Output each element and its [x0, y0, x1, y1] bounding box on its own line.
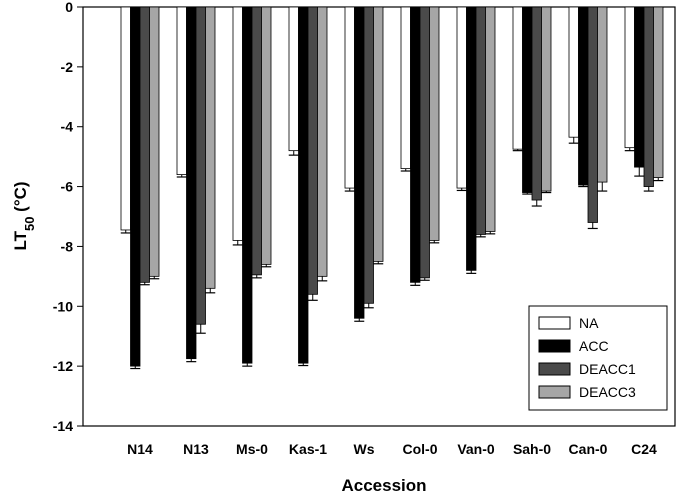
- y-axis: 0 -2 -4 -6 -8 -10 -12 -14: [53, 0, 83, 434]
- bar-na: [400, 6, 411, 170]
- bar-deacc3: [261, 6, 272, 265]
- bar-deacc3: [541, 6, 552, 192]
- x-tick-label: Ws: [354, 441, 375, 457]
- legend-label-deacc1: DEACC1: [579, 361, 636, 377]
- x-axis: N14 N13 Ms-0 Kas-1 Ws Col-0 Van-0 Sah-0 Can-0 C24: [127, 441, 657, 457]
- y-axis-title-main: LT: [11, 230, 30, 250]
- bar-acc: [354, 6, 365, 319]
- bar-na: [232, 6, 243, 241]
- bar-na: [512, 6, 523, 150]
- bar-na: [624, 6, 635, 149]
- bar-deacc1: [307, 6, 318, 295]
- x-tick-label: Col-0: [403, 441, 438, 457]
- error-bar-group: [120, 137, 664, 370]
- bar-deacc1: [643, 6, 654, 187]
- bar-deacc1: [139, 6, 150, 283]
- y-axis-title: LT50 (°C): [11, 181, 37, 250]
- bar-deacc1: [475, 6, 486, 235]
- bar-na: [344, 6, 355, 189]
- y-tick-label: -10: [53, 298, 73, 314]
- bar-deacc3: [597, 6, 608, 183]
- y-tick-label: -12: [53, 358, 73, 374]
- legend-label-na: NA: [579, 315, 599, 331]
- x-tick-label: Van-0: [457, 441, 495, 457]
- bar-na: [176, 6, 187, 176]
- x-tick-label: Ms-0: [236, 441, 268, 457]
- x-tick-label: N13: [183, 441, 209, 457]
- x-tick-label: Can-0: [569, 441, 608, 457]
- legend: NA ACC DEACC1 DEACC3: [528, 305, 668, 411]
- legend-swatch-deacc1: [538, 362, 571, 376]
- y-tick-label: -6: [61, 179, 74, 195]
- legend-label-acc: ACC: [579, 338, 609, 354]
- bar-acc: [298, 6, 309, 364]
- bar-deacc3: [317, 6, 328, 277]
- x-tick-label: Kas-1: [289, 441, 327, 457]
- bar-deacc1: [251, 6, 262, 276]
- bar-deacc3: [653, 6, 664, 178]
- bar-deacc1: [531, 6, 542, 201]
- bar-deacc3: [373, 6, 384, 262]
- bar-deacc3: [429, 6, 440, 241]
- bar-na: [456, 6, 467, 189]
- bar-acc: [410, 6, 421, 283]
- bar-acc: [466, 6, 477, 271]
- bar-deacc1: [195, 6, 206, 325]
- bar-deacc1: [587, 6, 598, 223]
- x-tick-label: C24: [631, 441, 657, 457]
- y-tick-label: -2: [61, 59, 74, 75]
- bar-acc: [634, 6, 645, 168]
- legend-swatch-na: [538, 316, 571, 330]
- y-tick-label: -4: [61, 119, 74, 135]
- bar-acc: [242, 6, 253, 364]
- legend-label-deacc3: DEACC3: [579, 384, 636, 400]
- bar-deacc3: [205, 6, 216, 289]
- bar-acc: [522, 6, 533, 193]
- y-tick-label: -14: [53, 418, 73, 434]
- y-tick-label: -8: [61, 238, 74, 254]
- y-axis-title-unit: (°C): [11, 181, 30, 216]
- bar-na: [568, 6, 579, 138]
- x-axis-title: Accession: [341, 476, 426, 495]
- x-tick-label: N14: [127, 441, 153, 457]
- bar-deacc1: [363, 6, 374, 304]
- bar-deacc1: [419, 6, 430, 279]
- x-tick-label: Sah-0: [513, 441, 551, 457]
- y-axis-title-subscript: 50: [22, 217, 37, 231]
- bar-acc: [578, 6, 589, 186]
- bar-na: [120, 6, 131, 231]
- bar-acc: [130, 6, 141, 367]
- bar-deacc3: [485, 6, 496, 232]
- legend-swatch-deacc3: [538, 385, 571, 399]
- bar-na: [288, 6, 299, 152]
- legend-swatch-acc: [538, 339, 571, 353]
- bar-acc: [186, 6, 197, 360]
- bar-deacc3: [149, 6, 160, 277]
- y-tick-label: 0: [65, 0, 73, 15]
